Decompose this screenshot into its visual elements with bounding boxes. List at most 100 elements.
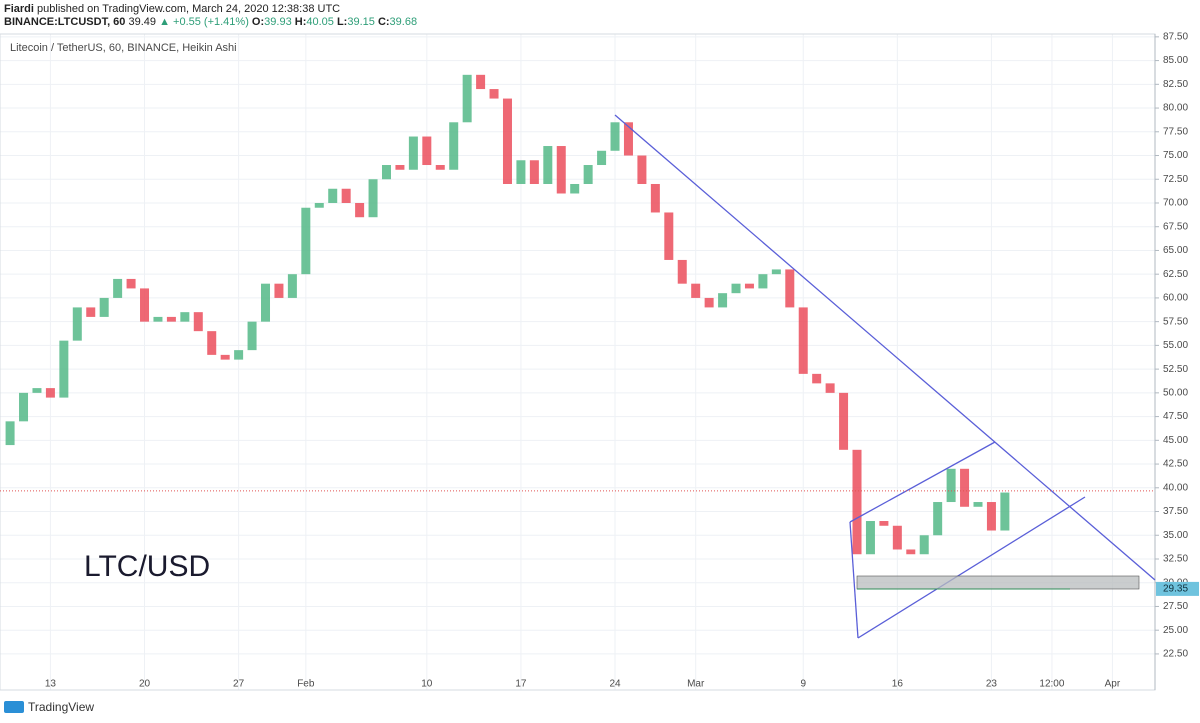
- candle: [879, 521, 889, 526]
- candle: [758, 274, 768, 289]
- candle: [570, 183, 580, 194]
- y-tick-label: 52.50: [1163, 364, 1188, 375]
- y-tick-label: 85.00: [1163, 55, 1188, 66]
- y-tick-label: 65.00: [1163, 245, 1188, 256]
- candle: [583, 165, 593, 184]
- y-tick-label: 25.00: [1163, 625, 1188, 636]
- y-tick-label: 87.50: [1163, 31, 1188, 42]
- candle: [166, 316, 176, 322]
- candle: [623, 122, 633, 156]
- symbol-line: BINANCE:LTCUSDT, 60 39.49 ▲ +0.55 (+1.41…: [4, 16, 417, 28]
- x-tick-label: Mar: [687, 679, 705, 690]
- y-tick-label: 72.50: [1163, 174, 1188, 185]
- candle: [798, 307, 808, 374]
- y-tick-label: 22.50: [1163, 649, 1188, 660]
- candle: [516, 160, 526, 184]
- y-tick-label: 27.50: [1163, 601, 1188, 612]
- candle: [960, 468, 970, 507]
- publisher: Fiardi published on TradingView.com, Mar…: [4, 3, 340, 15]
- candle: [825, 383, 835, 393]
- candle: [906, 549, 916, 555]
- candle: [314, 202, 324, 208]
- candle: [153, 316, 163, 322]
- candle: [180, 312, 190, 322]
- candle: [1000, 492, 1010, 531]
- y-tick-label: 57.50: [1163, 316, 1188, 327]
- channel-top: [849, 441, 996, 523]
- y-tick-label: 60.00: [1163, 293, 1188, 304]
- candle: [261, 283, 271, 322]
- candle: [355, 202, 365, 218]
- x-tick-label: 9: [800, 679, 806, 690]
- y-tick-label: 55.00: [1163, 340, 1188, 351]
- candle: [287, 274, 297, 298]
- candle: [933, 502, 943, 536]
- price-tag-bg: [1156, 581, 1199, 596]
- y-tick-label: 47.50: [1163, 411, 1188, 422]
- y-tick-label: 42.50: [1163, 459, 1188, 470]
- candle: [691, 283, 701, 298]
- y-tick-label: 40.00: [1163, 482, 1188, 493]
- candle: [597, 150, 607, 166]
- candle: [86, 307, 96, 317]
- candle: [395, 165, 405, 170]
- y-tick-label: 62.50: [1163, 269, 1188, 280]
- candle: [301, 207, 311, 275]
- x-tick-label: 16: [892, 679, 904, 690]
- candle: [19, 392, 29, 422]
- y-tick-label: 50.00: [1163, 387, 1188, 398]
- candle: [852, 449, 862, 555]
- candle: [368, 179, 378, 218]
- candle: [839, 392, 849, 450]
- candle: [435, 165, 445, 170]
- plot-frame: [0, 33, 1156, 691]
- candle: [274, 283, 284, 298]
- x-tick-label: 27: [233, 679, 245, 690]
- candle: [744, 283, 754, 289]
- x-tick-label: Apr: [1105, 679, 1121, 690]
- candle: [113, 278, 123, 298]
- candle: [650, 183, 660, 213]
- candle: [193, 312, 203, 332]
- candle: [408, 136, 418, 170]
- y-tick-label: 75.00: [1163, 150, 1188, 161]
- y-tick-label: 70.00: [1163, 198, 1188, 209]
- candle: [664, 212, 674, 260]
- price-tag: 29.35: [1163, 584, 1188, 595]
- candle: [865, 521, 875, 555]
- brand-logo: [4, 701, 24, 713]
- x-tick-label: 10: [421, 679, 433, 690]
- y-tick-label: 32.50: [1163, 554, 1188, 565]
- y-tick-label: 77.50: [1163, 126, 1188, 137]
- candle: [946, 468, 956, 503]
- candle: [207, 331, 217, 355]
- candle: [610, 122, 620, 151]
- candle: [919, 535, 929, 555]
- candle: [99, 297, 109, 317]
- candle: [32, 388, 42, 393]
- candle: [785, 269, 795, 308]
- candle: [892, 525, 902, 550]
- candle: [476, 74, 486, 90]
- candle: [986, 502, 996, 531]
- candle: [812, 373, 822, 384]
- candle: [771, 269, 781, 275]
- candle: [973, 502, 983, 507]
- candle: [328, 188, 338, 203]
- candle: [45, 388, 55, 398]
- candle: [462, 74, 472, 123]
- candle: [72, 307, 82, 341]
- candle: [731, 283, 741, 294]
- candle: [422, 136, 432, 166]
- candle: [5, 421, 15, 446]
- candle: [341, 188, 351, 203]
- x-tick-label: 12:00: [1039, 679, 1064, 690]
- candle: [140, 288, 150, 322]
- candle: [126, 278, 136, 289]
- support-zone: [856, 575, 1140, 590]
- candle: [543, 146, 553, 184]
- candle: [234, 350, 244, 360]
- candle: [59, 340, 69, 398]
- y-tick-label: 80.00: [1163, 103, 1188, 114]
